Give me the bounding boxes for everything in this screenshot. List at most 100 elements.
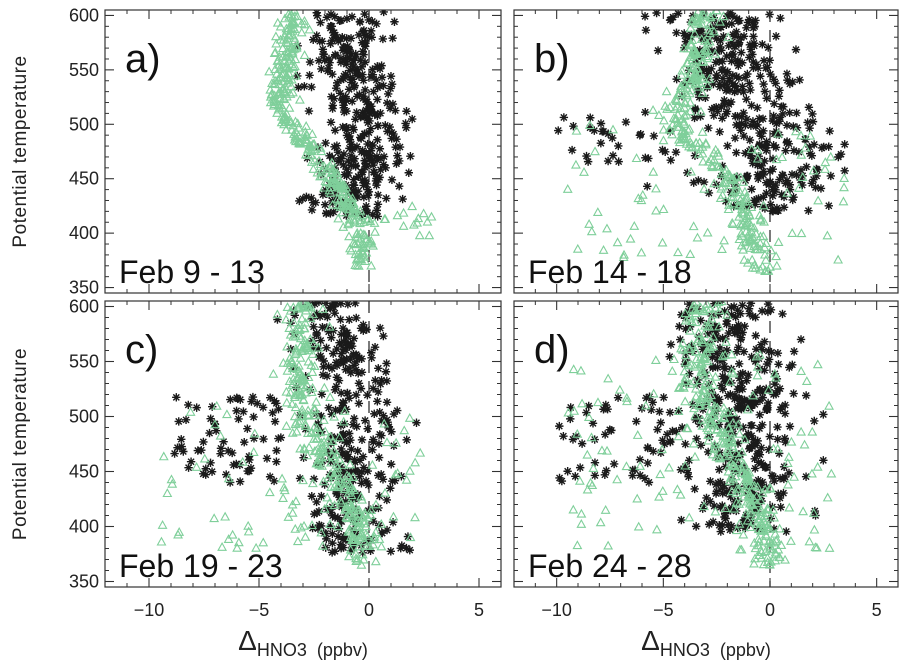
star-point: [696, 441, 706, 450]
triangle-point: [355, 205, 366, 215]
triangle-point: [281, 36, 292, 46]
triangle-point: [724, 376, 735, 386]
triangle-point: [719, 235, 730, 245]
star-point: [330, 126, 340, 135]
triangle-point: [698, 156, 709, 166]
star-point: [686, 17, 695, 27]
triangle-point: [337, 460, 348, 469]
triangle-point: [763, 384, 774, 394]
star-point: [342, 164, 351, 174]
star-point: [370, 109, 379, 119]
star-point: [748, 159, 757, 168]
triangle-point: [712, 402, 723, 412]
star-point: [792, 108, 801, 118]
triangle-point: [726, 486, 737, 496]
star-point: [262, 454, 272, 463]
star-point: [382, 415, 392, 425]
star-point: [360, 129, 369, 139]
triangle-point: [232, 542, 243, 552]
triangle-point: [746, 227, 757, 236]
star-point: [599, 405, 608, 414]
triangle-point: [763, 504, 774, 514]
star-point: [332, 382, 341, 391]
triangle-point: [683, 360, 694, 370]
star-point: [366, 546, 375, 555]
triangle-point: [760, 545, 771, 555]
star-point: [649, 131, 659, 141]
triangle-point: [577, 398, 588, 408]
star-point: [382, 359, 391, 368]
star-point: [309, 35, 318, 44]
star-point: [352, 313, 361, 323]
star-point: [788, 195, 797, 205]
star-point: [694, 332, 704, 342]
triangle-point: [685, 325, 695, 335]
triangle-point: [701, 139, 711, 149]
star-point: [375, 81, 384, 91]
star-point: [738, 369, 747, 378]
star-point: [685, 301, 694, 309]
triangle-point: [749, 537, 760, 547]
triangle-point: [704, 321, 715, 331]
star-point: [643, 182, 652, 191]
triangle-point: [291, 496, 301, 506]
star-point: [368, 17, 377, 26]
star-point: [326, 457, 335, 466]
triangle-point: [696, 106, 706, 116]
star-point: [208, 402, 217, 411]
triangle-point: [289, 411, 300, 421]
star-point: [741, 434, 751, 443]
triangle-point: [356, 528, 367, 538]
star-point: [382, 398, 392, 407]
star-point: [345, 131, 354, 141]
triangle-point: [267, 78, 277, 87]
star-point: [778, 109, 787, 119]
star-point: [603, 156, 613, 166]
triangle-point: [712, 424, 723, 434]
star-point: [713, 47, 722, 56]
triangle-series: [264, 10, 437, 270]
star-point: [312, 497, 321, 507]
triangle-point: [342, 470, 353, 480]
x-tick-label: 0: [765, 600, 775, 620]
triangle-point: [671, 114, 682, 124]
triangle-point: [353, 541, 364, 551]
triangle-point: [568, 504, 579, 514]
triangle-point: [807, 426, 818, 436]
star-point: [690, 104, 700, 113]
star-point: [817, 143, 827, 153]
triangle-point: [833, 254, 844, 264]
star-point: [714, 19, 723, 28]
triangle-point: [306, 156, 317, 166]
star-point: [674, 406, 683, 415]
triangle-point: [701, 399, 712, 409]
star-point: [804, 206, 813, 215]
star-point: [349, 180, 358, 190]
triangle-point: [281, 420, 292, 430]
star-point: [661, 147, 670, 157]
star-point: [768, 206, 777, 216]
star-point: [777, 402, 787, 412]
star-point: [809, 140, 819, 149]
star-point: [718, 114, 727, 123]
star-point: [312, 10, 321, 17]
star-point: [372, 75, 381, 85]
star-point: [387, 427, 396, 436]
star-point: [331, 83, 341, 93]
star-point: [353, 187, 363, 196]
star-point: [614, 157, 623, 166]
panel-letter: c): [125, 328, 158, 372]
triangle-point: [673, 406, 684, 416]
star-point: [738, 58, 747, 67]
star-point: [760, 337, 769, 346]
star-point: [312, 31, 321, 40]
star-point: [632, 417, 641, 426]
star-point: [740, 322, 749, 331]
triangle-point: [731, 488, 742, 498]
star-point: [746, 85, 755, 95]
triangle-point: [167, 478, 178, 488]
star-point: [766, 305, 776, 315]
triangle-point: [729, 503, 739, 513]
triangle-point: [673, 247, 683, 257]
triangle-point: [408, 219, 419, 229]
